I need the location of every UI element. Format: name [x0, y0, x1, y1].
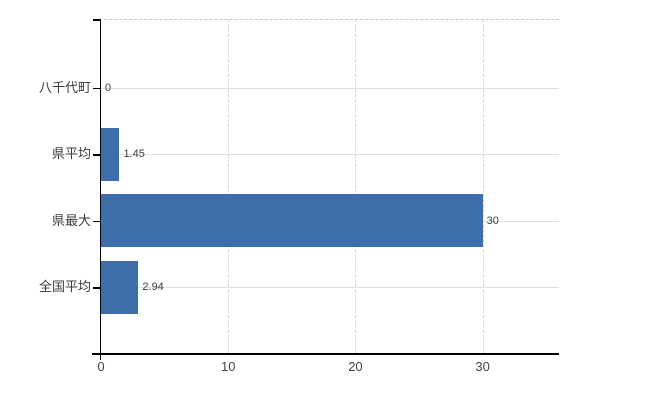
category-label: 県平均	[51, 146, 91, 162]
x-gridline	[228, 19, 230, 353]
x-tick-label: 30	[475, 359, 490, 374]
value-label: 0	[105, 81, 112, 94]
plot-top-border	[99, 19, 559, 20]
y-axis-tick	[93, 87, 101, 90]
category-gridline	[101, 287, 559, 289]
y-axis	[99, 19, 101, 360]
value-label: 2.94	[142, 281, 164, 294]
bar	[101, 260, 139, 314]
category-gridline	[101, 87, 559, 89]
y-axis-tick	[93, 154, 101, 156]
category-label: 八千代町	[38, 79, 91, 95]
bar	[101, 194, 483, 248]
x-gridline	[355, 19, 357, 353]
bar	[101, 127, 120, 181]
x-tick-label: 0	[97, 359, 105, 374]
value-label: 1.45	[123, 148, 145, 161]
x-tick-label: 10	[220, 359, 236, 374]
category-label: 全国平均	[38, 279, 91, 295]
x-tick-label: 20	[348, 359, 363, 374]
y-axis-tick	[93, 19, 101, 21]
x-gridline	[482, 19, 484, 353]
category-label: 県最大	[51, 212, 91, 228]
x-axis	[92, 353, 559, 355]
category-gridline	[101, 154, 559, 156]
y-axis-tick	[93, 220, 101, 223]
value-label: 30	[486, 214, 499, 227]
y-axis-tick	[93, 287, 101, 289]
